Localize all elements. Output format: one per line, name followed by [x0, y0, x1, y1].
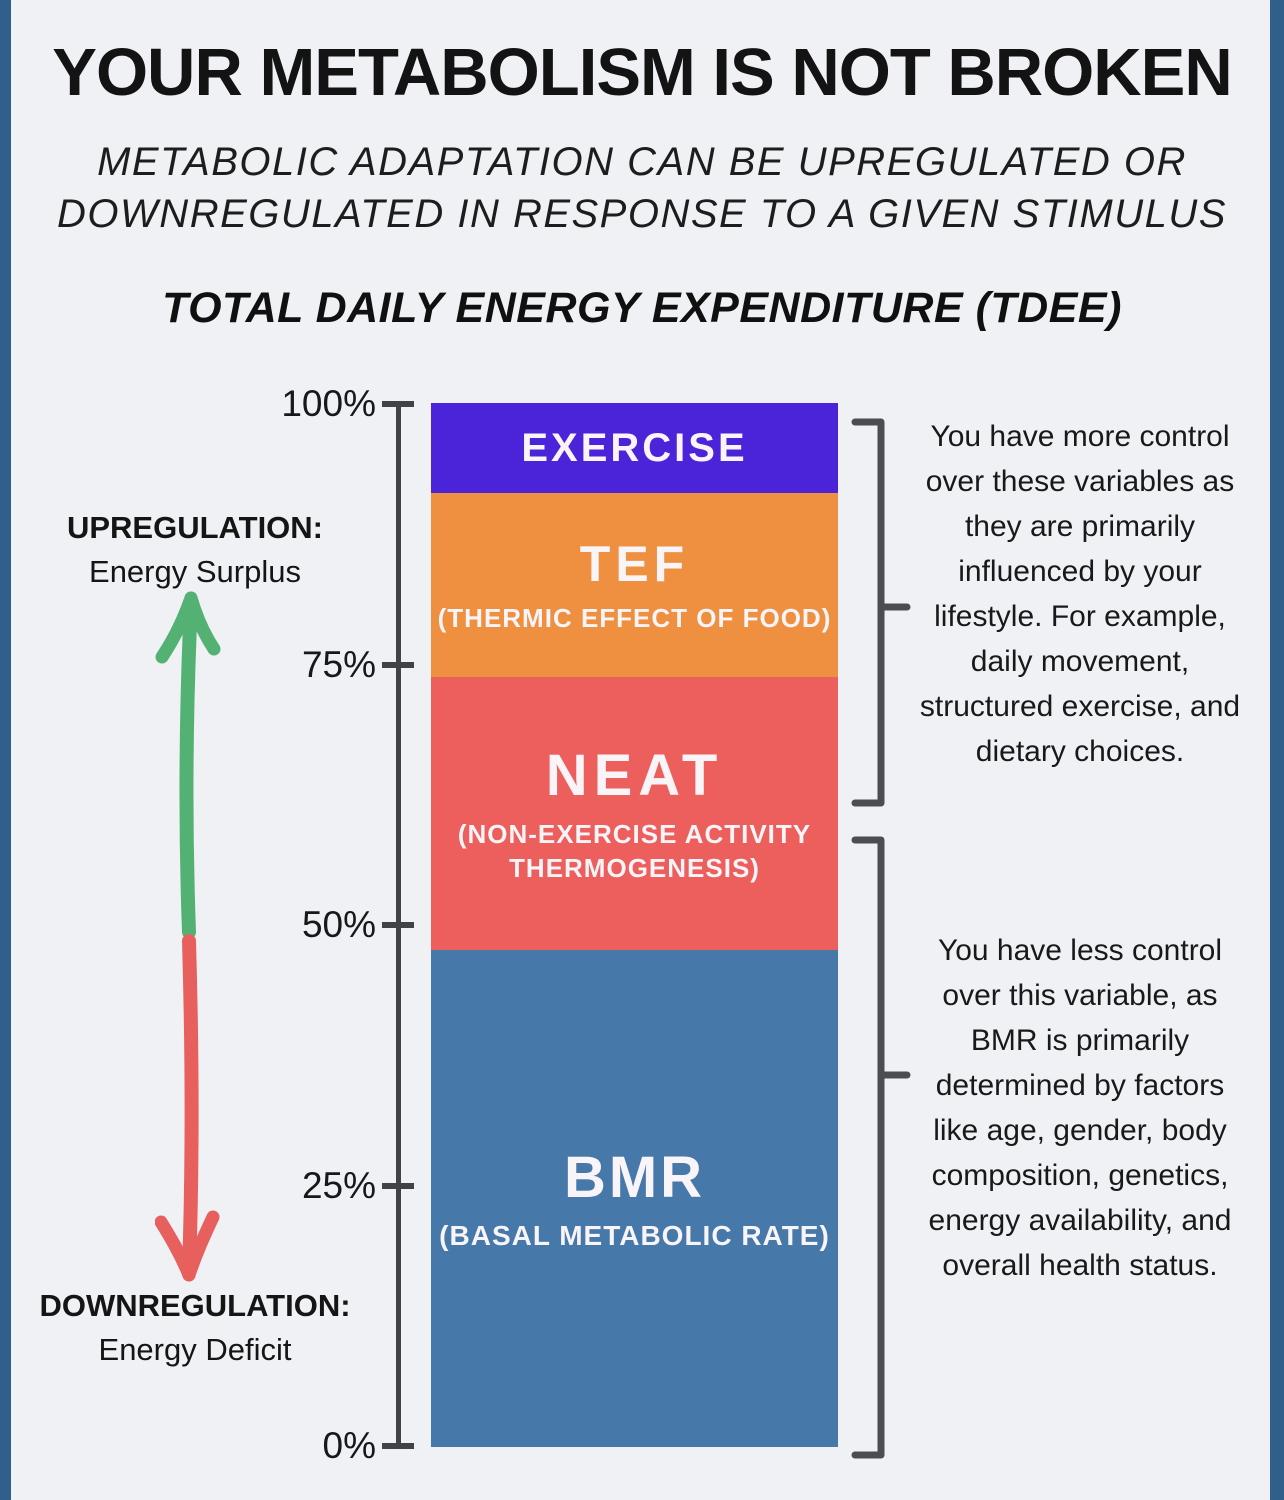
bar-segment-exercise: EXERCISE: [431, 403, 838, 494]
segment-sublabel-bmr: (BASAL METABOLIC RATE): [439, 1219, 830, 1251]
bar-segment-neat: NEAT (NON-EXERCISE ACTIVITY THERMOGENESIS…: [431, 677, 838, 950]
y-axis-tick-75: [382, 661, 414, 668]
chart-title: TOTAL DAILY ENERGY EXPENDITURE (TDEE): [162, 284, 1122, 332]
page-subtitle: METABOLIC ADAPTATION CAN BE UPREGULATED …: [20, 136, 1264, 240]
segment-label-neat: NEAT: [545, 743, 724, 809]
y-axis-label-100: 100%: [281, 383, 376, 424]
segment-sublabel-neat: (NON-EXERCISE ACTIVITY THERMOGENESIS): [457, 819, 812, 884]
upregulation-title: UPREGULATION:: [66, 510, 324, 545]
y-axis-tick-25: [382, 1182, 414, 1189]
subtitle-line-1: METABOLIC ADAPTATION CAN BE UPREGULATED …: [97, 140, 1187, 184]
downregulation-title: DOWNREGULATION:: [39, 1288, 351, 1323]
bmr-bracket-icon: [851, 836, 911, 1459]
downregulation-subtitle: Energy Deficit: [98, 1332, 292, 1367]
y-axis-label-25: 25%: [301, 1164, 376, 1206]
page-title: YOUR METABOLISM IS NOT BROKEN: [52, 35, 1233, 110]
y-axis-tick-100: [382, 401, 414, 407]
y-axis-tick-50: [382, 922, 414, 928]
segment-label-tef: TEF: [579, 536, 690, 593]
down-arrow-icon: [155, 934, 220, 1282]
up-arrow-icon: [155, 591, 221, 939]
y-axis-tick-0: [382, 1443, 414, 1449]
segment-label-exercise: EXERCISE: [521, 425, 748, 470]
lifestyle-note: You have more control over these variabl…: [919, 420, 1241, 768]
segment-sublabel-tef: (THERMIC EFFECT OF FOOD): [437, 603, 832, 634]
subtitle-line-2: DOWNREGULATED IN RESPONSE TO A GIVEN STI…: [57, 192, 1227, 236]
right-border-bar: [1270, 0, 1284, 1500]
left-border-bar: [0, 0, 11, 1500]
y-axis-label-50: 50%: [301, 904, 376, 945]
upregulation-label: UPREGULATION: Energy Surplus: [20, 506, 370, 594]
bar-segment-tef: TEF (THERMIC EFFECT OF FOOD): [431, 493, 838, 678]
y-axis-label-0: 0%: [322, 1425, 376, 1466]
downregulation-label: DOWNREGULATION: Energy Deficit: [20, 1284, 370, 1372]
bar-segment-bmr: BMR (BASAL METABOLIC RATE): [431, 949, 838, 1448]
segment-label-bmr: BMR: [563, 1144, 706, 1210]
y-axis-label-75: 75%: [301, 643, 376, 685]
lifestyle-bracket-icon: [851, 418, 911, 807]
upregulation-subtitle: Energy Surplus: [89, 554, 301, 589]
bmr-note: You have less control over this variable…: [928, 934, 1232, 1282]
tdee-stacked-bar: EXERCISE TEF (THERMIC EFFECT OF FOOD) NEAT (…: [431, 403, 838, 1448]
